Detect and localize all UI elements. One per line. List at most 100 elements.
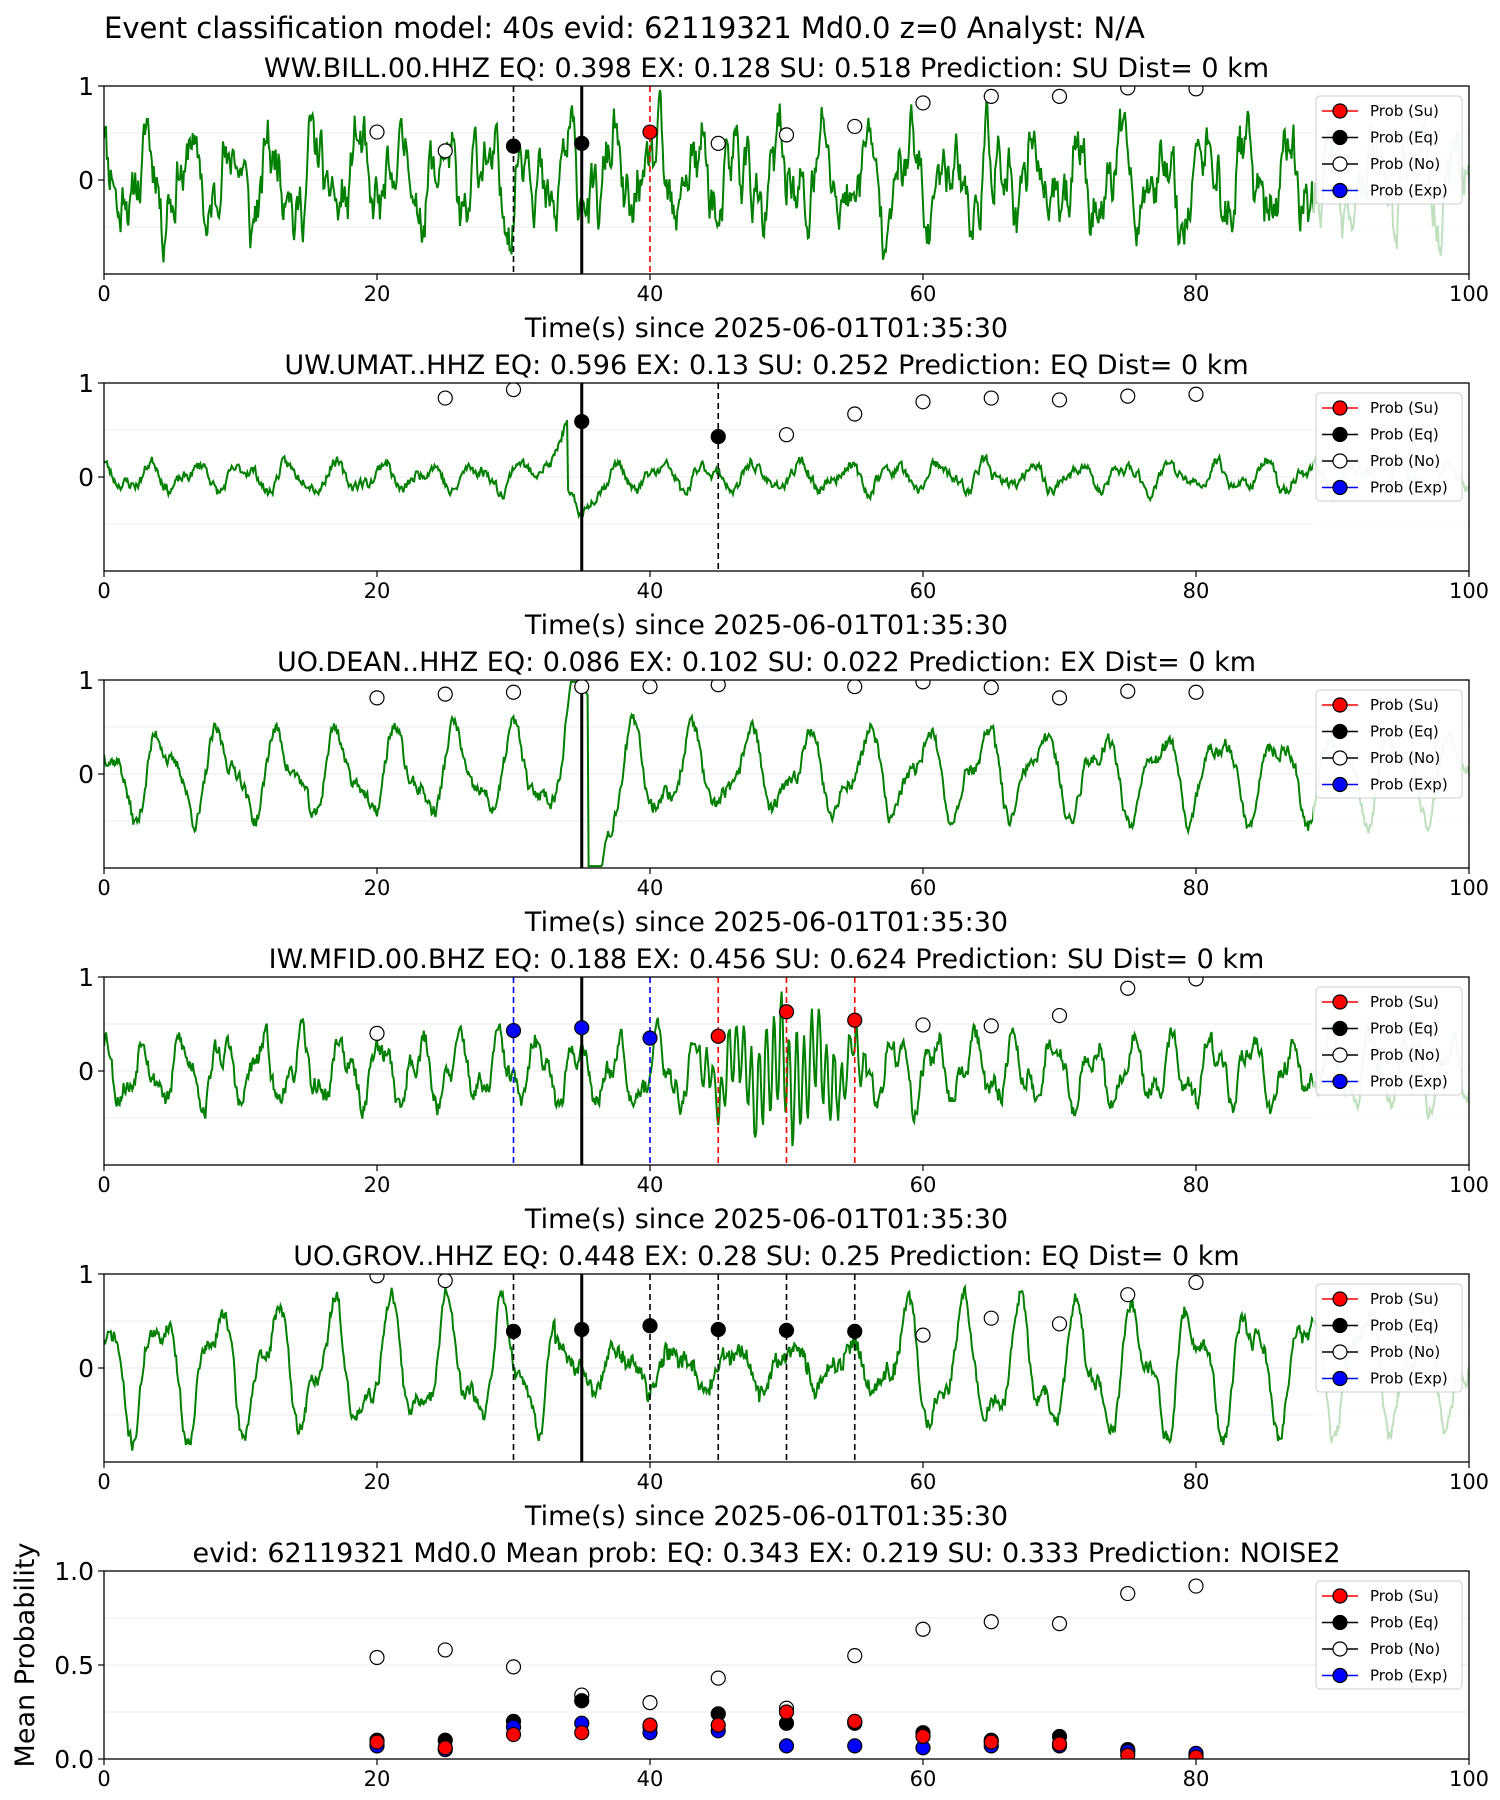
prob-point-no (778, 127, 795, 143)
x-tick-label: 80 (1183, 282, 1210, 306)
x-tick-label: 60 (910, 876, 937, 900)
prob-point-no (915, 1327, 931, 1343)
y-tick-label: 0 (78, 1057, 94, 1086)
x-tick-label: 40 (637, 1470, 664, 1494)
legend-box (1315, 689, 1463, 799)
legend-marker-exp (1332, 182, 1348, 199)
legend-marker-exp (1332, 1073, 1348, 1090)
prob-point-no (915, 394, 931, 410)
x-tick-label: 20 (364, 1470, 391, 1494)
mean-point-no (369, 1649, 385, 1666)
legend-marker-exp (1332, 479, 1348, 496)
prob-point-no (1120, 86, 1136, 96)
mean-point-su (574, 1725, 590, 1741)
prob-point-su (778, 1004, 795, 1020)
x-tick-label: 60 (910, 282, 937, 306)
mean-point-su (1051, 1736, 1068, 1752)
mean-point-eq (574, 1693, 590, 1709)
prob-point-no (437, 686, 453, 702)
mean-point-no (642, 1694, 658, 1711)
x-tick-label: 100 (1449, 282, 1489, 306)
legend-marker-exp (1332, 1370, 1348, 1387)
mean-point-no (1051, 1616, 1068, 1632)
subplot-title: IW.MFID.00.BHZ EQ: 0.188 EX: 0.456 SU: 0… (269, 944, 1265, 975)
legend-box (1315, 986, 1463, 1096)
legend-box (1315, 1580, 1463, 1690)
prob-point-eq (778, 1322, 795, 1339)
prob-point-no (983, 1018, 999, 1034)
prob-point-no (574, 680, 590, 695)
prob-point-no (983, 88, 999, 104)
legend-label: Prob (Su) (1370, 1290, 1439, 1308)
legend-marker-eq (1332, 723, 1348, 740)
subplot-1: WW.BILL.00.HHZ EQ: 0.398 EX: 0.128 SU: 0… (78, 53, 1489, 344)
x-tick-label: 40 (637, 282, 664, 306)
mean-point-no (915, 1621, 931, 1637)
prob-point-no (1120, 388, 1136, 404)
prob-point-no (847, 406, 863, 422)
mean-point-no (1188, 1578, 1204, 1594)
legend-label: Prob (Exp) (1370, 1370, 1448, 1388)
x-tick-label: 40 (637, 1767, 664, 1791)
prob-point-eq (710, 428, 726, 445)
mean-point-su (983, 1734, 999, 1750)
prob-point-no (983, 1310, 999, 1326)
prob-point-no (1188, 386, 1204, 402)
x-tick-label: 20 (364, 876, 391, 900)
mean-point-no (437, 1642, 453, 1658)
subplot-title: UW.UMAT..HHZ EQ: 0.596 EX: 0.13 SU: 0.25… (284, 350, 1248, 381)
prob-point-no (710, 135, 726, 151)
legend-label: Prob (Eq) (1370, 1317, 1439, 1335)
legend-label: Prob (No) (1370, 1046, 1440, 1064)
legend-marker-eq (1332, 1317, 1348, 1334)
suptitle: Event classification model: 40s evid: 62… (104, 11, 1145, 45)
subplot-6: evid: 62119321 Md0.0 Mean prob: EQ: 0.34… (10, 1538, 1489, 1791)
waveform-trace (104, 680, 1469, 868)
legend-box (1315, 392, 1463, 502)
prob-point-no (915, 680, 931, 690)
legend-label: Prob (Su) (1370, 102, 1439, 120)
prob-point-no (1188, 1274, 1204, 1291)
prob-point-no (915, 1017, 931, 1033)
x-tick-label: 0 (97, 876, 110, 900)
x-axis-label: Time(s) since 2025-06-01T01:35:30 (524, 907, 1008, 938)
prob-point-eq (642, 1318, 658, 1334)
legend-marker-su (1332, 400, 1348, 416)
mean-point-exp (847, 1738, 863, 1754)
prob-point-no (369, 1025, 385, 1042)
prob-point-no (1051, 690, 1068, 706)
x-tick-label: 0 (97, 282, 110, 306)
prob-point-exp (642, 1030, 658, 1046)
prob-point-exp (505, 1022, 522, 1039)
legend-label: Prob (Eq) (1370, 723, 1439, 741)
legend: Prob (Su) Prob (Eq) Prob (No) Prob (Exp) (1315, 986, 1463, 1096)
x-axis-label: Time(s) since 2025-06-01T01:35:30 (524, 1204, 1008, 1235)
y-tick-label: 1 (78, 963, 94, 992)
y-tick-label: 0 (78, 1354, 94, 1383)
subplot-title: UO.GROV..HHZ EQ: 0.448 EX: 0.28 SU: 0.25… (293, 1241, 1239, 1272)
mean-point-no (847, 1647, 863, 1664)
legend-label: Prob (No) (1370, 1640, 1440, 1658)
y-tick-label: 1.0 (54, 1557, 94, 1586)
x-tick-label: 60 (910, 1767, 937, 1791)
prob-point-no (1051, 392, 1068, 408)
legend-label: Prob (No) (1370, 1343, 1440, 1361)
x-tick-label: 0 (97, 1173, 110, 1197)
legend-label: Prob (Eq) (1370, 1020, 1439, 1038)
x-tick-label: 20 (364, 1767, 391, 1791)
y-tick-label: 0.0 (54, 1745, 94, 1774)
prob-point-no (847, 680, 863, 695)
x-tick-label: 60 (910, 579, 937, 603)
legend-marker-no (1332, 156, 1348, 172)
prob-point-no (1051, 1007, 1068, 1024)
legend-label: Prob (Exp) (1370, 776, 1448, 794)
mean-point-su (1188, 1749, 1204, 1759)
subplot-4: IW.MFID.00.BHZ EQ: 0.188 EX: 0.456 SU: 0… (78, 944, 1489, 1235)
x-tick-label: 100 (1449, 579, 1489, 603)
prob-point-no (369, 690, 385, 706)
prob-point-no (1120, 1287, 1136, 1303)
prob-point-no (505, 684, 522, 700)
prob-point-su (642, 124, 658, 140)
x-tick-label: 20 (364, 579, 391, 603)
